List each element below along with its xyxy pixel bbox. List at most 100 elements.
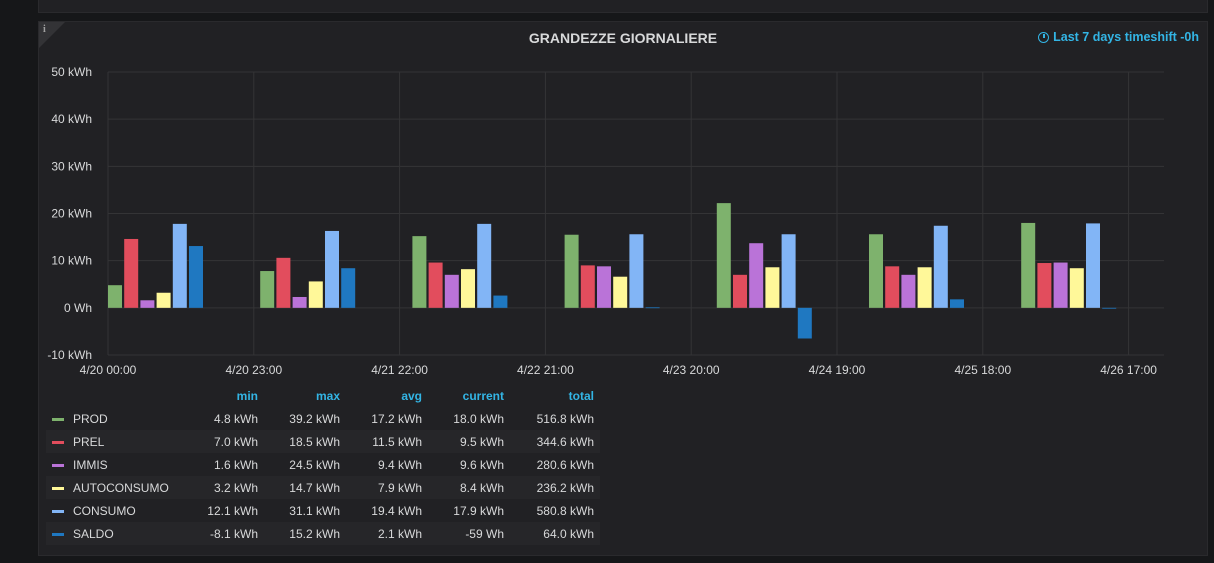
bar-immis[interactable] [292,296,307,308]
legend-header-min[interactable]: min [236,388,258,403]
bar-prod[interactable] [412,236,427,308]
legend-min-value: 12.1 kWh [207,503,258,518]
legend-header-name [46,384,202,407]
bar-saldo[interactable] [189,246,203,308]
bar-prel[interactable] [1037,263,1052,308]
bar-autoconsumo[interactable] [308,281,323,308]
bar-prel[interactable] [580,265,595,308]
panel-title[interactable]: GRANDEZZE GIORNALIERE [528,30,718,46]
bar-prel[interactable] [124,238,139,308]
bar-saldo[interactable] [950,299,964,308]
legend-series-label: PROD [73,411,108,426]
legend-max-value: 15.2 kWh [264,522,346,545]
bar-saldo[interactable] [1102,307,1117,309]
legend-avg-value: 9.4 kWh [377,457,422,472]
legend-color-swatch[interactable] [52,532,64,536]
previous-panel-edge [38,0,1208,13]
legend-avg-value: 17.2 kWh [371,411,422,426]
bar-immis[interactable] [444,274,459,308]
legend-total-value: 516.8 kWh [536,411,594,426]
bar-consumo[interactable] [477,223,492,308]
bar-immis[interactable] [1053,262,1068,308]
legend-table: min max avg current total PROD 4.8 kWh 39.… [46,384,600,545]
bar-saldo[interactable] [341,268,356,308]
x-tick-label: 4/22 21:00 [517,363,574,377]
legend-row[interactable]: SALDO -8.1 kWh 15.2 kWh 2.1 kWh -59 Wh 64.0 k… [46,522,600,545]
legend-series-name[interactable]: SALDO [46,522,202,545]
bar-prel[interactable] [428,262,443,308]
legend-header-max[interactable]: max [315,388,340,403]
legend-header-row: min max avg current total [46,384,600,407]
legend-color-swatch[interactable] [52,463,64,467]
x-tick-label: 4/24 19:00 [809,363,866,377]
clock-icon [1038,31,1050,43]
legend-series-name[interactable]: CONSUMO [46,499,202,522]
bar-consumo[interactable] [325,230,339,308]
legend-row[interactable]: IMMIS 1.6 kWh 24.5 kWh 9.4 kWh 9.6 kWh 280.6 … [46,453,600,476]
legend-min-value: 4.8 kWh [213,411,258,426]
legend-series-name[interactable]: PREL [46,430,202,453]
legend-row[interactable]: PREL 7.0 kWh 18.5 kWh 11.5 kWh 9.5 kWh 344.6 … [46,430,600,453]
legend-color-swatch[interactable] [52,509,64,513]
bar-immis[interactable] [901,274,916,308]
y-tick-label: 40 kWh [51,112,92,126]
bar-saldo[interactable] [493,295,508,308]
legend-max-value: 18.5 kWh [264,430,346,453]
legend-series-label: IMMIS [73,457,108,472]
bar-immis[interactable] [597,266,611,308]
bar-autoconsumo[interactable] [917,267,932,308]
legend-row[interactable]: AUTOCONSUMO 3.2 kWh 14.7 kWh 7.9 kWh 8.4 kWh… [46,476,600,499]
panel-info-corner[interactable] [39,22,65,48]
bar-consumo[interactable] [172,223,187,308]
legend-color-swatch[interactable] [52,417,64,421]
bar-prod[interactable] [869,234,883,308]
bar-autoconsumo[interactable] [1069,268,1084,308]
bar-consumo[interactable] [1086,223,1100,308]
legend-max-value: 31.1 kWh [289,503,340,518]
bar-prel[interactable] [885,266,900,308]
bar-autoconsumo[interactable] [613,276,628,308]
bar-consumo[interactable] [933,225,948,308]
bar-prel[interactable] [733,274,747,308]
bar-immis[interactable] [749,243,764,308]
bar-immis[interactable] [140,300,155,308]
legend-current-value: 17.9 kWh [453,503,504,518]
bar-autoconsumo[interactable] [765,267,780,308]
bar-autoconsumo[interactable] [461,269,475,308]
bar-prod[interactable] [716,203,731,308]
x-tick-label: 4/20 23:00 [225,363,282,377]
legend-header-avg[interactable]: avg [401,388,422,403]
bar-prod[interactable] [1021,222,1036,308]
legend-current-value: 18.0 kWh [453,411,504,426]
bar-prod[interactable] [260,271,275,308]
legend-header-current[interactable]: current [462,388,504,403]
legend-max-value: 39.2 kWh [289,411,340,426]
legend-row[interactable]: PROD 4.8 kWh 39.2 kWh 17.2 kWh 18.0 kWh 516.8… [46,407,600,430]
legend-avg-value: 11.5 kWh [346,430,428,453]
timeshift-info: Last 7 days timeshift -0h [1038,30,1199,44]
bar-prod[interactable] [108,285,122,308]
legend-row[interactable]: CONSUMO 12.1 kWh 31.1 kWh 19.4 kWh 17.9 kWh 5… [46,499,600,522]
bar-prel[interactable] [276,257,291,308]
bar-consumo[interactable] [781,234,796,308]
legend-series-label: SALDO [73,526,114,541]
legend-color-swatch[interactable] [52,440,64,444]
y-tick-label: 30 kWh [51,159,92,173]
legend-current-value: -59 Wh [428,522,510,545]
legend-series-name[interactable]: PROD [46,407,202,430]
bar-saldo[interactable] [797,307,812,339]
legend-max-value: 24.5 kWh [289,457,340,472]
x-tick-label: 4/25 18:00 [954,363,1011,377]
x-tick-label: 4/21 22:00 [371,363,428,377]
legend-min-value: 1.6 kWh [213,457,258,472]
legend-series-name[interactable]: AUTOCONSUMO [46,476,202,499]
bar-saldo[interactable] [645,307,660,309]
info-icon[interactable]: i [43,24,46,35]
bar-autoconsumo[interactable] [156,292,171,308]
legend-header-total[interactable]: total [568,388,594,403]
bar-consumo[interactable] [629,234,644,308]
legend-color-swatch[interactable] [52,486,64,490]
bar-prod[interactable] [564,234,579,308]
legend-series-name[interactable]: IMMIS [46,453,202,476]
